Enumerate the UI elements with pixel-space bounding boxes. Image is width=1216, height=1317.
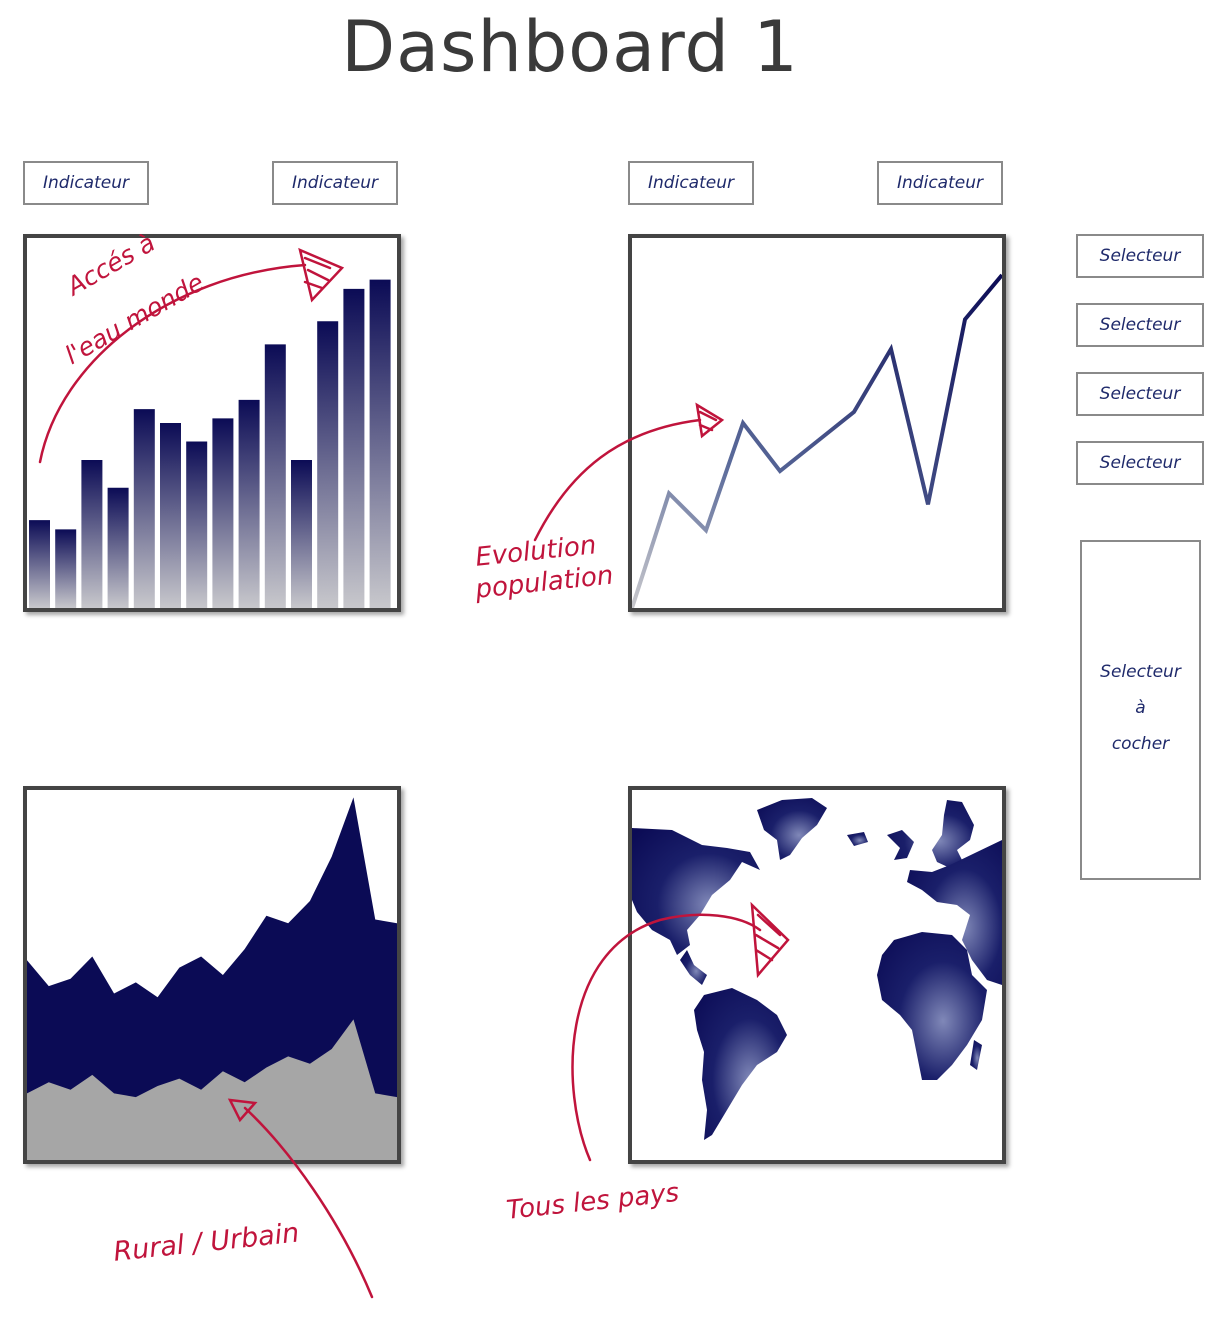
indicator-button-4[interactable]: Indicateur	[877, 161, 1003, 205]
checkbox-selector-line1: Selecteur	[1100, 662, 1181, 682]
africa-shape	[877, 932, 987, 1080]
bar-6	[160, 423, 181, 608]
asia-shape	[907, 840, 1002, 985]
bar-11	[291, 460, 312, 608]
bar-chart-svg	[29, 279, 391, 608]
world-map	[628, 786, 1006, 1164]
bar-1	[29, 520, 50, 608]
bar-9	[238, 399, 260, 608]
bar-3	[81, 460, 103, 608]
iceland-shape	[847, 832, 868, 846]
rural-urban-chart	[23, 786, 401, 1164]
selector-2[interactable]: Selecteur	[1076, 303, 1204, 347]
bar-5	[133, 409, 155, 608]
rural-urban-annotation: Rural / Urbain	[112, 1217, 301, 1268]
selector-1[interactable]: Selecteur	[1076, 234, 1204, 278]
bar-12	[317, 321, 339, 608]
indicator-button-2[interactable]: Indicateur	[272, 161, 398, 205]
checkbox-selector-line2: à	[1135, 698, 1146, 718]
europe-shape	[887, 800, 974, 868]
bar-14	[369, 279, 391, 608]
area-chart-svg	[27, 797, 397, 1160]
countries-annotation: Tous les pays	[505, 1177, 681, 1226]
bar-4	[107, 487, 129, 608]
indicator-button-3[interactable]: Indicateur	[628, 161, 754, 205]
checkbox-selector-line3: cocher	[1111, 734, 1170, 754]
bar-8	[212, 418, 234, 608]
bar-7	[186, 441, 208, 608]
line-chart-svg	[632, 273, 1002, 608]
central-america-shape	[680, 950, 707, 985]
page-title: Dashboard 1	[341, 6, 799, 88]
selector-3[interactable]: Selecteur	[1076, 372, 1204, 416]
south-america-shape	[694, 988, 787, 1140]
bar-13	[343, 288, 365, 608]
madagascar-shape	[970, 1040, 982, 1070]
bar-10	[264, 344, 286, 608]
checkbox-selector[interactable]: Selecteur à cocher	[1080, 540, 1201, 880]
north-america-shape	[632, 828, 760, 955]
population-chart	[628, 234, 1006, 612]
bar-2	[55, 529, 77, 608]
selector-4[interactable]: Selecteur	[1076, 441, 1204, 485]
population-line	[632, 273, 1002, 608]
world-map-svg	[632, 798, 1002, 1140]
indicator-button-1[interactable]: Indicateur	[23, 161, 149, 205]
greenland-shape	[757, 798, 827, 860]
